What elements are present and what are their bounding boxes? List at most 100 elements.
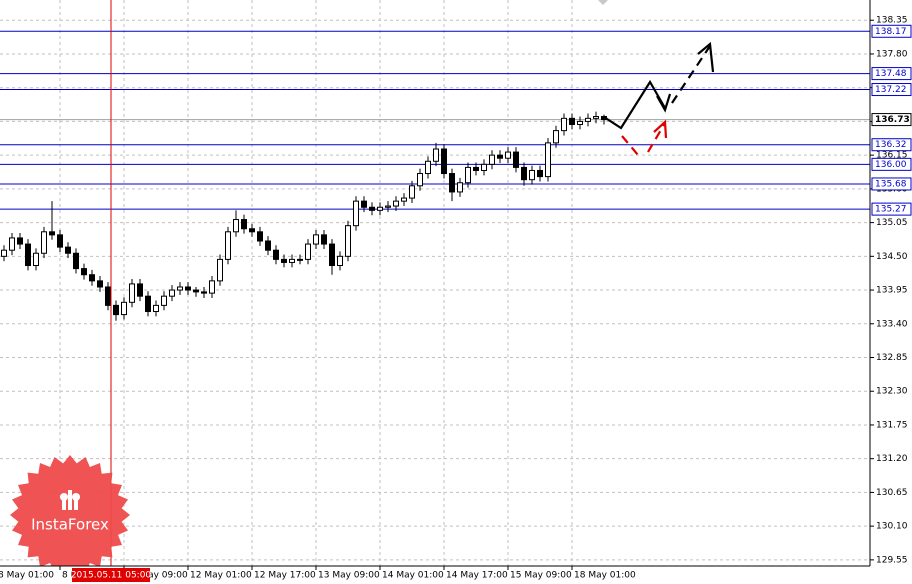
- y-axis-bg: [870, 0, 912, 584]
- candle-body: [417, 173, 423, 187]
- candle-body: [385, 205, 391, 208]
- candle-body: [121, 301, 127, 316]
- candle-body: [81, 268, 87, 276]
- y-tick-label: 129.55: [876, 555, 908, 565]
- candle-body: [529, 169, 535, 181]
- candles: [1, 111, 607, 321]
- x-axis-bg: [0, 566, 912, 584]
- candle-body: [145, 295, 151, 313]
- forecast-alt: [621, 135, 639, 156]
- candle-body: [161, 295, 167, 306]
- y-tick-label: 136.15: [876, 151, 908, 161]
- candle-body: [225, 231, 231, 260]
- level-label-box: [871, 202, 912, 216]
- y-tick-label: 137.80: [876, 49, 908, 59]
- candle-body: [337, 255, 343, 267]
- arrow-head: [697, 41, 715, 73]
- candle-body: [425, 160, 431, 175]
- level-label: 136.32: [875, 140, 907, 150]
- candle-body: [377, 206, 383, 211]
- candle-body: [217, 258, 223, 282]
- level-label: 136.00: [875, 160, 907, 170]
- candle-body: [169, 289, 175, 297]
- candle-body: [369, 206, 375, 211]
- candle-body: [33, 252, 39, 267]
- y-tick-label: 131.20: [876, 454, 908, 464]
- candle-body: [449, 173, 455, 193]
- arrow-head: [653, 119, 668, 139]
- candle-body: [289, 258, 295, 263]
- forecast-alt: [647, 122, 666, 153]
- level-label-box: [871, 83, 912, 97]
- y-tick-label: 131.75: [876, 420, 908, 430]
- y-tick-label: 132.30: [876, 387, 908, 397]
- candle-body: [433, 148, 439, 162]
- candle-body: [361, 200, 367, 208]
- y-tick-label: 130.10: [876, 522, 908, 532]
- y-tick-label: 132.85: [876, 353, 908, 363]
- candle-body: [265, 240, 271, 251]
- candle-body: [345, 225, 351, 257]
- candle-body: [569, 117, 575, 125]
- candle-body: [465, 166, 471, 184]
- price-label-box: [871, 113, 912, 127]
- candle-body: [105, 286, 111, 306]
- candle-body: [473, 166, 479, 171]
- candle-body: [401, 197, 407, 202]
- forecast-path: [603, 79, 666, 130]
- candle-body: [65, 246, 71, 254]
- x-tick-label: 15 May 09:00: [510, 571, 572, 581]
- x-tick-label: 8 May 01:00: [0, 571, 54, 581]
- y-tick-label: 130.65: [876, 488, 908, 498]
- marker: [598, 0, 608, 5]
- axis-labels: 138.35137.80137.25136.70136.15135.60135.…: [0, 16, 908, 581]
- candle-body: [209, 280, 215, 294]
- candle-body: [353, 200, 359, 227]
- crosshair-label-box: [72, 568, 150, 582]
- level-label-box: [871, 138, 912, 152]
- candle-body: [593, 116, 599, 119]
- candle-body: [545, 142, 551, 178]
- candle-body: [321, 234, 327, 245]
- candle-body: [153, 304, 159, 313]
- candle-body: [441, 148, 447, 175]
- forecast-dashed: [671, 45, 711, 104]
- candle-body: [537, 169, 543, 178]
- candle-body: [489, 154, 495, 165]
- candle-body: [185, 286, 191, 291]
- x-tick-label: 12 May 01:00: [190, 571, 252, 581]
- x-tick-label: 12 May 17:00: [254, 571, 316, 581]
- level-label: 137.22: [875, 85, 907, 95]
- candle-body: [193, 289, 199, 293]
- candle-body: [305, 243, 311, 260]
- levels: [0, 30, 870, 210]
- candle-body: [233, 219, 239, 233]
- candle-body: [17, 237, 23, 245]
- candle-body: [273, 249, 279, 260]
- x-tick-label: 11 May 09:00: [126, 571, 188, 581]
- level-label: 138.17: [875, 27, 907, 37]
- y-tick-label: 134.50: [876, 252, 908, 262]
- candle-body: [577, 120, 583, 125]
- logo: InstaForex: [10, 455, 130, 575]
- candle-body: [521, 166, 527, 181]
- candle-body: [177, 286, 183, 291]
- candle-body: [97, 280, 103, 288]
- y-tick-label: 133.40: [876, 319, 908, 329]
- candle-body: [9, 237, 15, 251]
- level-label-box: [871, 157, 912, 171]
- x-tick-label: 18 May 01:00: [574, 571, 636, 581]
- price-label: 136.73: [875, 115, 910, 125]
- level-label: 135.27: [875, 205, 907, 215]
- candle-body: [89, 274, 95, 282]
- candle-body: [129, 283, 135, 303]
- candle-body: [393, 200, 399, 207]
- logo-text: InstaForex: [31, 516, 109, 534]
- candle-body: [329, 243, 335, 267]
- candle-body: [553, 130, 559, 144]
- x-tick-label: 14 May 01:00: [382, 571, 444, 581]
- candle-body: [73, 252, 79, 270]
- candle-body: [497, 154, 503, 159]
- forecast: [603, 41, 715, 156]
